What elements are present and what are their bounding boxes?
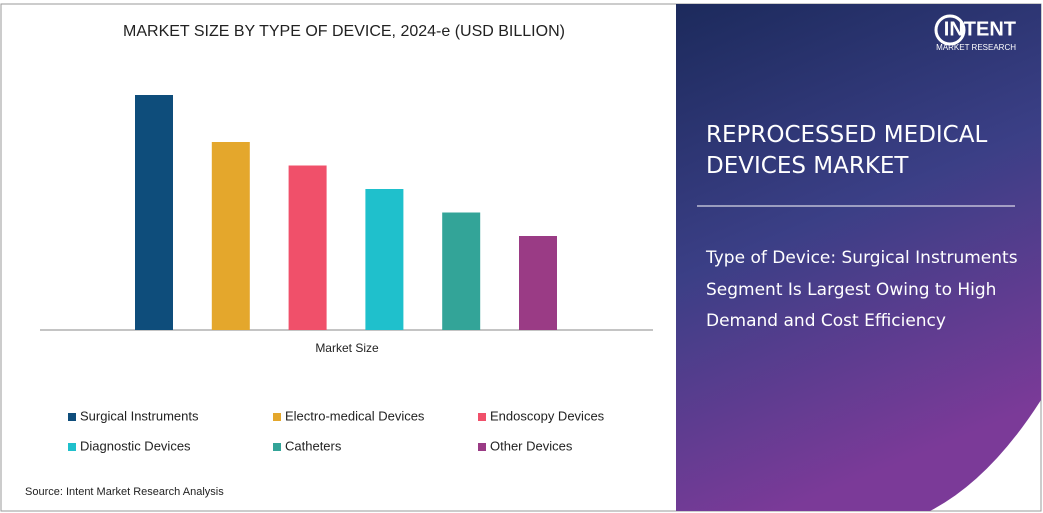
chart-title: MARKET SIZE BY TYPE OF DEVICE, 2024-e (U… xyxy=(123,23,565,40)
legend-swatch xyxy=(478,413,486,421)
text-line: REPROCESSED MEDICAL xyxy=(706,122,988,148)
panel-subheading: Type of Device: Surgical Instruments Segm… xyxy=(706,243,1018,338)
text-line: Segment Is Largest Owing to High xyxy=(706,279,997,300)
logo-tagline: MARKET RESEARCH xyxy=(936,43,1016,52)
legend-label: Endoscopy Devices xyxy=(490,408,605,423)
text-line: Demand and Cost Efficiency xyxy=(706,311,946,331)
bar xyxy=(211,142,250,330)
bar xyxy=(135,95,173,330)
bar xyxy=(519,236,557,330)
logo-name: INTENT xyxy=(944,18,1016,40)
legend-swatch xyxy=(273,413,281,421)
x-axis-label: Market Size xyxy=(315,341,379,355)
text-line: DEVICES MARKET xyxy=(706,153,909,179)
logo-icon xyxy=(934,14,966,46)
panel-heading: REPROCESSED MEDICAL DEVICES MARKET xyxy=(706,120,987,182)
legend-swatch xyxy=(68,413,76,421)
legend-swatch xyxy=(273,443,281,451)
legend-label: Surgical Instruments xyxy=(80,408,199,423)
bar xyxy=(365,189,404,330)
legend-swatch xyxy=(478,443,486,451)
legend-swatch xyxy=(68,443,76,451)
legend-label: Diagnostic Devices xyxy=(80,438,191,453)
text-line: Type of Device: Surgical Instruments xyxy=(706,248,1018,268)
legend-label: Other Devices xyxy=(490,438,573,453)
legend-label: Electro-medical Devices xyxy=(285,408,425,423)
legend-label: Catheters xyxy=(285,438,342,453)
source: Source: Intent Market Research Analysis xyxy=(25,486,224,498)
bar xyxy=(442,212,481,330)
bar xyxy=(288,165,327,330)
side-panel-bg xyxy=(676,4,1041,511)
